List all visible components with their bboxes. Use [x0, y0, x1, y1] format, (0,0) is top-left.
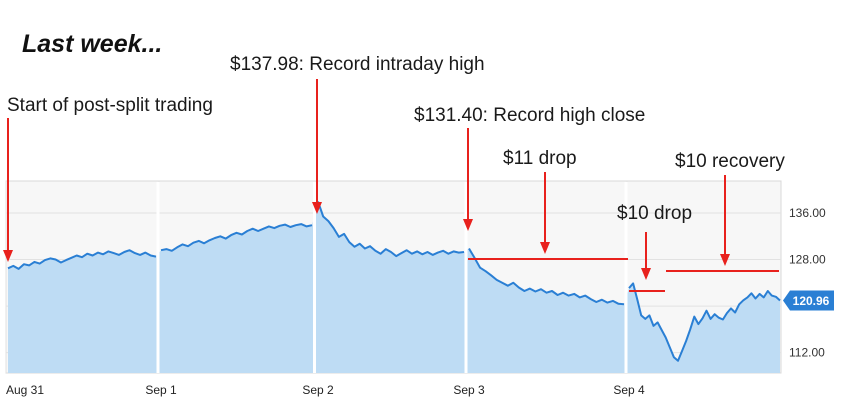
- price-line-sep-1: [160, 223, 313, 252]
- annotation-record-high-close: $131.40: Record high close: [414, 105, 645, 126]
- annotation-10-recovery: $10 recovery: [675, 151, 785, 172]
- x-tick-label: Sep 3: [453, 383, 485, 397]
- annotation-record-intraday-high: $137.98: Record intraday high: [230, 54, 485, 75]
- x-tick-label: Sep 4: [613, 383, 645, 397]
- y-tick-label: 112.00: [789, 346, 825, 360]
- x-axis-ticks: Aug 31 Sep 1 Sep 2 Sep 3 Sep 4: [6, 383, 645, 397]
- session-gaps: [156, 182, 628, 373]
- last-price-badge: 120.96: [783, 290, 834, 311]
- price-line-sep-3: [468, 247, 625, 306]
- session-gap: [156, 182, 160, 373]
- last-price-badge-shape: [783, 290, 834, 311]
- price-line-sep-4: [628, 282, 781, 362]
- annotation-11-drop: $11 drop: [503, 148, 577, 169]
- arrowhead-record-intraday-high: [312, 202, 322, 214]
- y-tick-label: 128.00: [789, 253, 826, 267]
- last-price-label: 120.96: [793, 294, 830, 308]
- price-line-sep-2: [317, 201, 465, 258]
- x-tick-label: Sep 1: [145, 383, 177, 397]
- session-gap: [624, 182, 628, 373]
- chart-heading: Last week...: [22, 30, 162, 58]
- annotation-marks: [3, 79, 779, 292]
- arrowhead-record-high-close: [463, 219, 473, 231]
- arrowhead-11-drop: [540, 242, 550, 254]
- price-line-group: [7, 201, 781, 362]
- annotation-start-post-split: Start of post-split trading: [7, 95, 213, 116]
- arrowhead-10-drop: [641, 268, 651, 280]
- price-area-fill: [8, 201, 780, 373]
- session-gap: [464, 182, 468, 373]
- arrowhead-start-post-split: [3, 250, 13, 262]
- annotation-10-drop: $10 drop: [617, 203, 692, 224]
- price-area: [8, 201, 780, 373]
- session-gap: [313, 182, 316, 373]
- price-line-aug-31: [7, 249, 157, 270]
- x-tick-label: Aug 31: [6, 383, 44, 397]
- arrowhead-10-recovery: [720, 254, 730, 266]
- x-tick-label: Sep 2: [302, 383, 334, 397]
- y-tick-label: 136.00: [789, 206, 826, 220]
